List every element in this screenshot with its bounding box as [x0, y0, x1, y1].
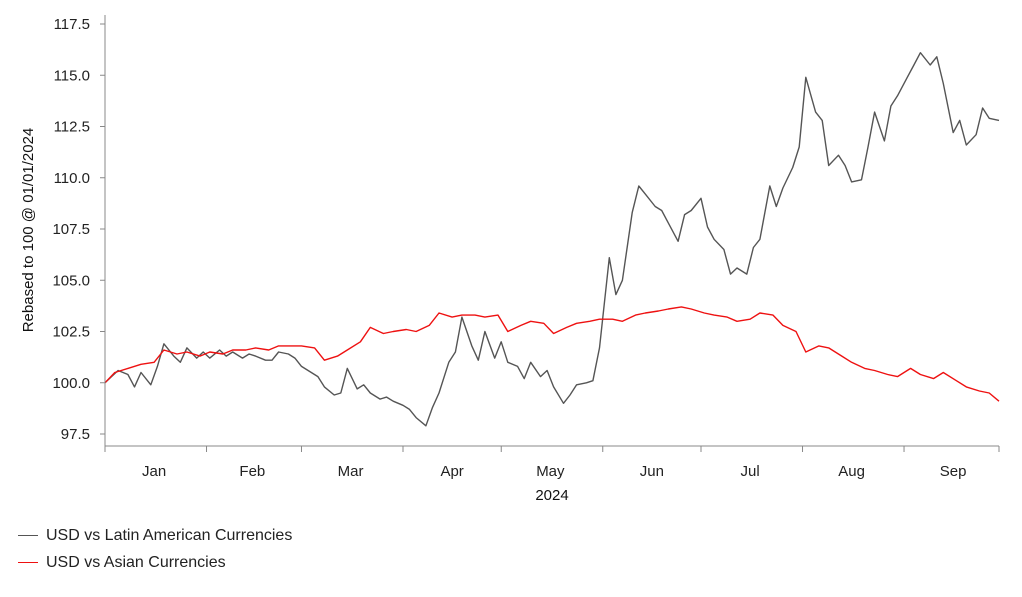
x-tick-label: May	[536, 463, 565, 480]
y-tick-label: 112.5	[54, 119, 90, 136]
x-tick-label: Jul	[741, 463, 760, 480]
x-axis-ticks: Jan Feb Mar Apr May Jun Jul Aug Sep	[104, 446, 1000, 480]
legend-label-asia: USD vs Asian Currencies	[46, 553, 226, 571]
plot-area	[104, 52, 1000, 427]
legend-swatch-latam	[18, 535, 38, 536]
legend-item-latam: USD vs Latin American Currencies	[18, 522, 292, 549]
y-tick-label: 110.0	[54, 170, 90, 187]
x-tick-label: Feb	[239, 463, 265, 480]
y-tick-label: 97.5	[61, 426, 90, 443]
legend-label-latam: USD vs Latin American Currencies	[46, 526, 293, 544]
x-tick-label: Sep	[940, 463, 967, 480]
series-line-latam	[104, 52, 1000, 427]
y-tick-label: 105.0	[52, 272, 90, 289]
series-line-asia	[104, 306, 1000, 402]
x-axis-title: 2024	[535, 487, 568, 504]
y-axis-ticks: 97.5 100.0 102.5 105.0 107.5 110.0 112.5 115.0 1…	[52, 16, 105, 443]
y-tick-label: 102.5	[52, 324, 90, 341]
x-tick-label: Jun	[640, 463, 664, 480]
legend-swatch-asia	[18, 562, 38, 563]
y-tick-label: 100.0	[52, 375, 90, 392]
x-tick-label: Mar	[338, 463, 364, 480]
x-tick-label: Aug	[838, 463, 865, 480]
x-tick-label: Apr	[440, 463, 463, 480]
x-tick-label: Jan	[142, 463, 166, 480]
legend: USD vs Latin American Currencies USD vs …	[18, 522, 292, 576]
y-tick-label: 107.5	[52, 221, 90, 238]
y-tick-label: 115.0	[54, 67, 90, 84]
y-tick-label: 117.5	[54, 16, 90, 33]
legend-item-asia: USD vs Asian Currencies	[18, 549, 292, 576]
y-axis-title: Rebased to 100 @ 01/01/2024	[20, 128, 37, 333]
